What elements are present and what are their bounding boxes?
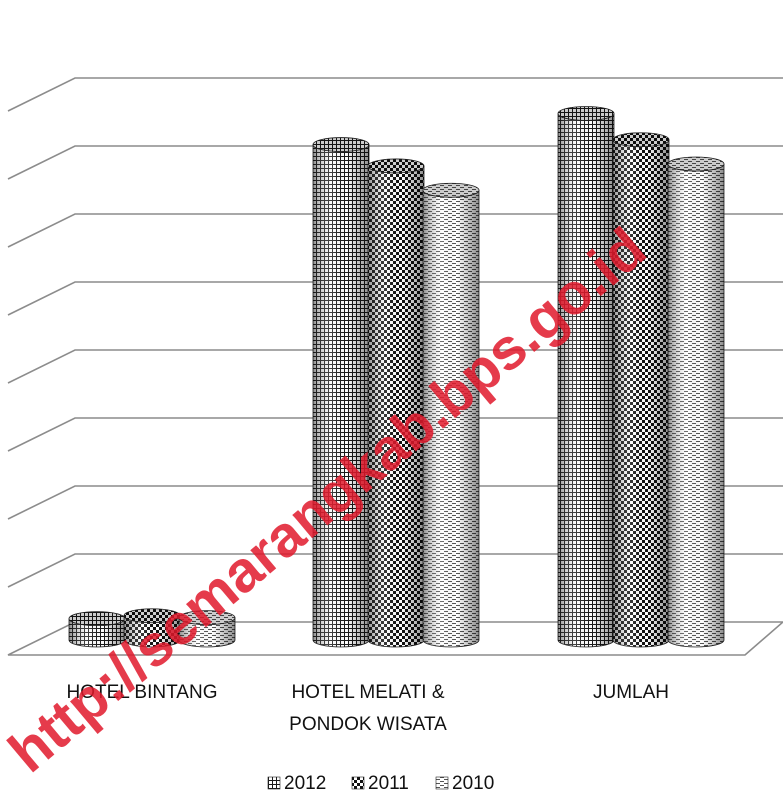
- bar-2011-1: [367, 158, 425, 648]
- gridline: [7, 281, 783, 316]
- category-label-2: JUMLAH: [593, 682, 669, 703]
- gridline: [7, 349, 783, 384]
- gridline: [7, 77, 783, 112]
- gridline: [7, 553, 783, 588]
- legend: 2012 2011 2010: [267, 773, 494, 794]
- bar-2012-2: [557, 106, 615, 648]
- bar-2011-0: [123, 608, 181, 648]
- gridline: [7, 145, 783, 180]
- bar-2010-0: [178, 610, 236, 648]
- legend-label: 2010: [452, 773, 494, 794]
- category-label-0: HOTEL BINTANG: [67, 682, 218, 703]
- legend-item-2010: 2010: [435, 773, 494, 794]
- gridline: [7, 417, 783, 452]
- bar-2011-2: [612, 132, 670, 648]
- gridline: [7, 485, 783, 520]
- bars: [68, 106, 725, 648]
- gridline: [7, 213, 783, 248]
- legend-swatch: [267, 776, 281, 790]
- bar-2012-1: [312, 137, 370, 648]
- bar-2010-2: [667, 156, 725, 648]
- legend-label: 2012: [284, 773, 326, 794]
- legend-item-2012: 2012: [267, 773, 326, 794]
- category-label-1: HOTEL MELATI & PONDOK WISATA: [289, 682, 447, 735]
- legend-label: 2011: [368, 773, 409, 794]
- legend-swatch: [351, 776, 365, 790]
- category-labels: HOTEL BINTANG HOTEL MELATI & PONDOK WISATA…: [67, 682, 669, 735]
- bar-2010-1: [422, 182, 480, 648]
- legend-item-2011: 2011: [351, 773, 409, 794]
- legend-swatch: [435, 776, 449, 790]
